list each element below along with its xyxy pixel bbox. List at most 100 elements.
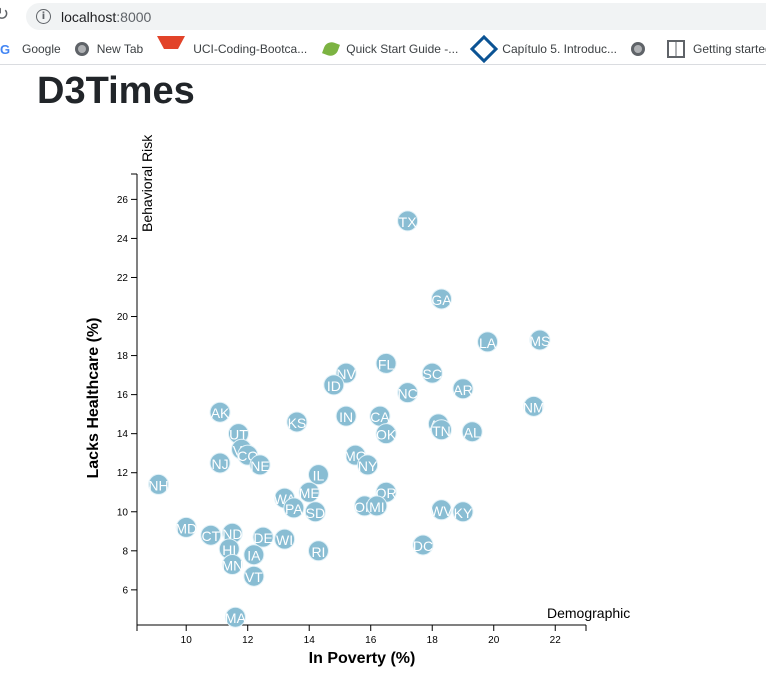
bookmark-label: UCI-Coding-Bootca... [193,42,308,56]
state-point [224,606,246,628]
reload-icon[interactable]: ↻ [0,4,10,25]
state-label: NY [358,458,378,474]
state-label: UT [229,427,248,443]
state-label: HI [222,542,236,558]
state-point [283,497,305,519]
info-icon[interactable]: i [36,9,51,24]
state-label: NE [250,458,269,474]
state-point [461,421,483,443]
state-label: MN [221,557,243,573]
book-icon [667,40,686,58]
state-label: MI [369,499,385,515]
state-label: DC [413,538,433,554]
state-point [412,534,434,556]
state-point [200,524,222,546]
y-tick-label: 22 [117,273,129,284]
bookmark-label: Getting started - [693,42,766,56]
y-tick-label: 24 [117,234,129,245]
state-point [452,378,474,400]
bookmark-uci-coding[interactable]: UCI-Coding-Bootca... [157,35,308,63]
state-label: CA [370,409,390,425]
y-axis-alt-label: Behavioral Risk [139,134,155,232]
state-label: DE [253,530,272,546]
state-label: VT [245,569,263,585]
state-point [430,499,452,521]
state-label: WV [430,503,453,519]
state-label: IL [313,468,325,484]
state-point [286,411,308,433]
bookmark-capitulo[interactable]: Capítulo 5. Introduc... [470,34,617,64]
state-point [430,419,452,441]
state-point [307,464,329,486]
bookmark-new-tab[interactable]: New Tab [74,42,144,56]
x-axis-title: In Poverty (%) [309,650,416,667]
state-label: MS [529,333,550,349]
state-point [375,423,397,445]
state-point [298,481,320,503]
state-point [175,516,197,538]
x-tick-label: 14 [304,635,316,646]
y-axis-title: Lacks Healthcare (%) [85,318,102,479]
state-point [452,501,474,523]
bookmark-getting-started[interactable]: Getting started - [667,40,766,58]
state-point [366,495,388,517]
bookmark-quick-start[interactable]: Quick Start Guide -... [321,40,459,58]
state-label: NJ [211,456,228,472]
state-label: GA [431,292,452,308]
state-point [323,374,345,396]
state-point [421,362,443,384]
state-label: MA [225,610,247,626]
x-tick-label: 18 [427,635,439,646]
state-label: ND [222,526,242,542]
google-icon: G [0,42,11,57]
y-tick-label: 14 [117,429,129,440]
x-tick-label: 22 [550,635,562,646]
state-point [307,540,329,562]
state-label: AK [211,405,230,421]
state-point [523,395,545,417]
url-text[interactable]: localhost:8000 [61,9,151,25]
address-bar[interactable]: i localhost:8000 [26,3,766,30]
state-point [252,526,274,548]
globe-icon [74,42,89,56]
state-label: RI [311,544,325,560]
state-label: ME [299,485,320,501]
x-tick-label: 10 [181,635,193,646]
state-point [357,454,379,476]
browser-toolbar: ↻ i localhost:8000 [0,0,766,34]
state-point [375,352,397,374]
x-tick-label: 16 [365,635,377,646]
bookmark-google[interactable]: G Google [0,42,61,57]
state-point [148,473,170,495]
state-label: WI [276,532,293,548]
y-tick-label: 16 [117,390,129,401]
right-edge-mask [636,600,766,630]
state-point [397,210,419,232]
y-tick-label: 26 [117,195,129,206]
bookmark-label: Quick Start Guide -... [346,42,459,56]
state-label: ID [327,378,341,394]
state-point [209,452,231,474]
state-label: NH [148,477,168,493]
state-label: FL [378,356,395,372]
state-point [397,382,419,404]
bookmark-label: New Tab [96,42,144,56]
bookmark-globe[interactable] [631,42,653,56]
state-point [274,528,296,550]
page-title: D3Times [37,70,195,112]
state-label: AL [464,425,481,441]
url-host: localhost [61,8,117,25]
state-label: MD [175,520,197,536]
state-point [477,331,499,353]
state-point [529,329,551,351]
state-label: KY [454,505,473,521]
y-tick-label: 6 [122,585,128,596]
state-label: TX [399,214,418,230]
x-axis-alt-label: Demographic [547,605,630,621]
state-label: NC [398,386,418,402]
gitlab-icon [157,35,186,63]
state-point [243,565,265,587]
state-label: SD [306,505,325,521]
state-point [221,553,243,575]
